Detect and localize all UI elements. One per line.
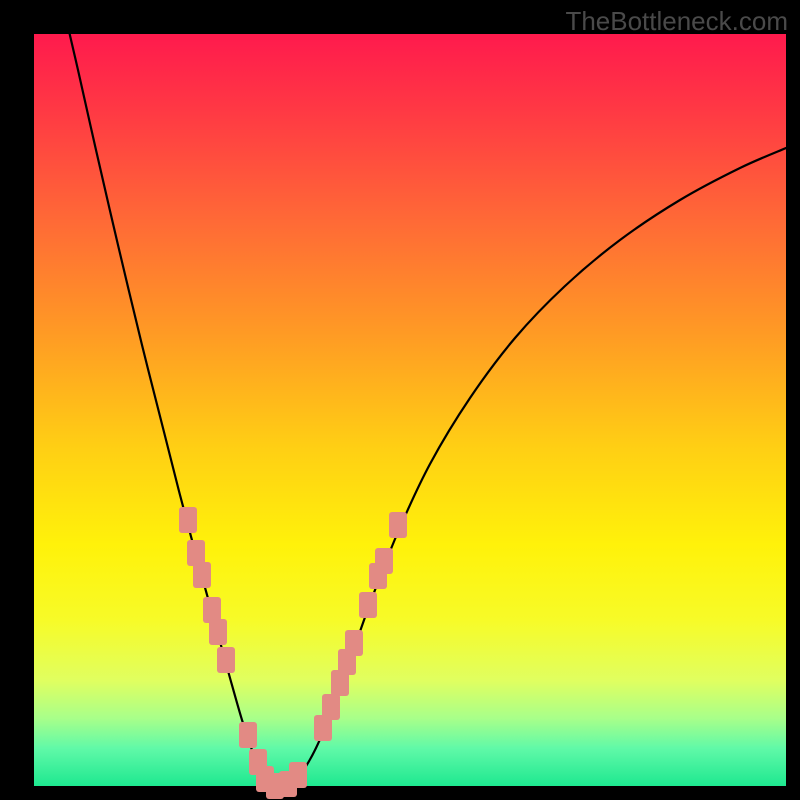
data-marker xyxy=(375,548,393,574)
data-marker xyxy=(209,619,227,645)
chart-canvas: TheBottleneck.com xyxy=(0,0,800,800)
data-marker xyxy=(179,507,197,533)
data-marker xyxy=(322,694,340,720)
data-marker xyxy=(239,722,257,748)
data-marker xyxy=(389,512,407,538)
data-marker xyxy=(345,630,363,656)
data-marker xyxy=(193,562,211,588)
data-marker xyxy=(289,762,307,788)
data-marker xyxy=(359,592,377,618)
bottleneck-curve xyxy=(34,34,786,786)
data-marker xyxy=(217,647,235,673)
plot-area xyxy=(34,34,786,786)
watermark-text: TheBottleneck.com xyxy=(565,6,788,37)
